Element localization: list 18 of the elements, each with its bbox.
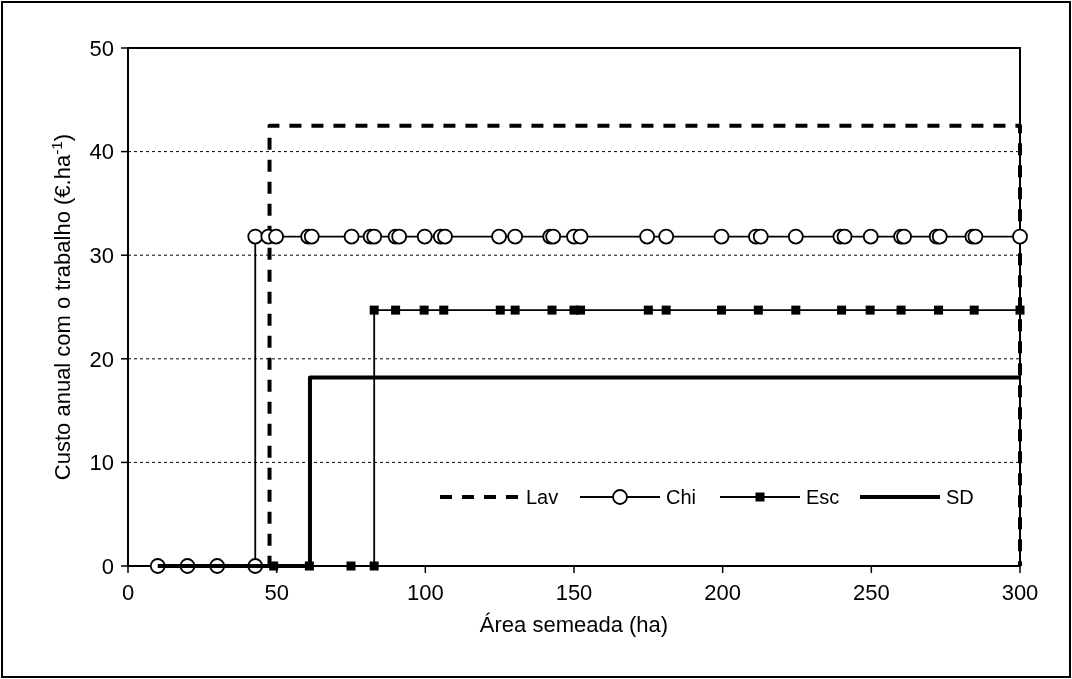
y-tick-label: 0 <box>101 553 114 579</box>
legend-label: Chi <box>666 486 697 508</box>
x-tick-label: 300 <box>1001 580 1039 605</box>
y-tick-label: 50 <box>89 35 114 61</box>
x-tick-label: 50 <box>264 580 289 605</box>
x-tick-label: 100 <box>406 580 444 605</box>
y-tick-label: 20 <box>89 346 114 372</box>
x-tick-label: 200 <box>704 580 742 605</box>
x-tick-label: 0 <box>121 580 135 605</box>
legend-label: Esc <box>806 486 840 508</box>
y-tick-label: 30 <box>89 242 114 268</box>
x-tick-label: 150 <box>555 580 593 605</box>
x-axis-title: Área semeada (ha) <box>479 612 669 637</box>
legend-label: SD <box>946 486 974 508</box>
y-tick-label: 40 <box>89 139 114 165</box>
y-tick-label: 10 <box>89 450 114 476</box>
x-tick-label: 250 <box>852 580 890 605</box>
legend-label: Lav <box>526 486 559 508</box>
